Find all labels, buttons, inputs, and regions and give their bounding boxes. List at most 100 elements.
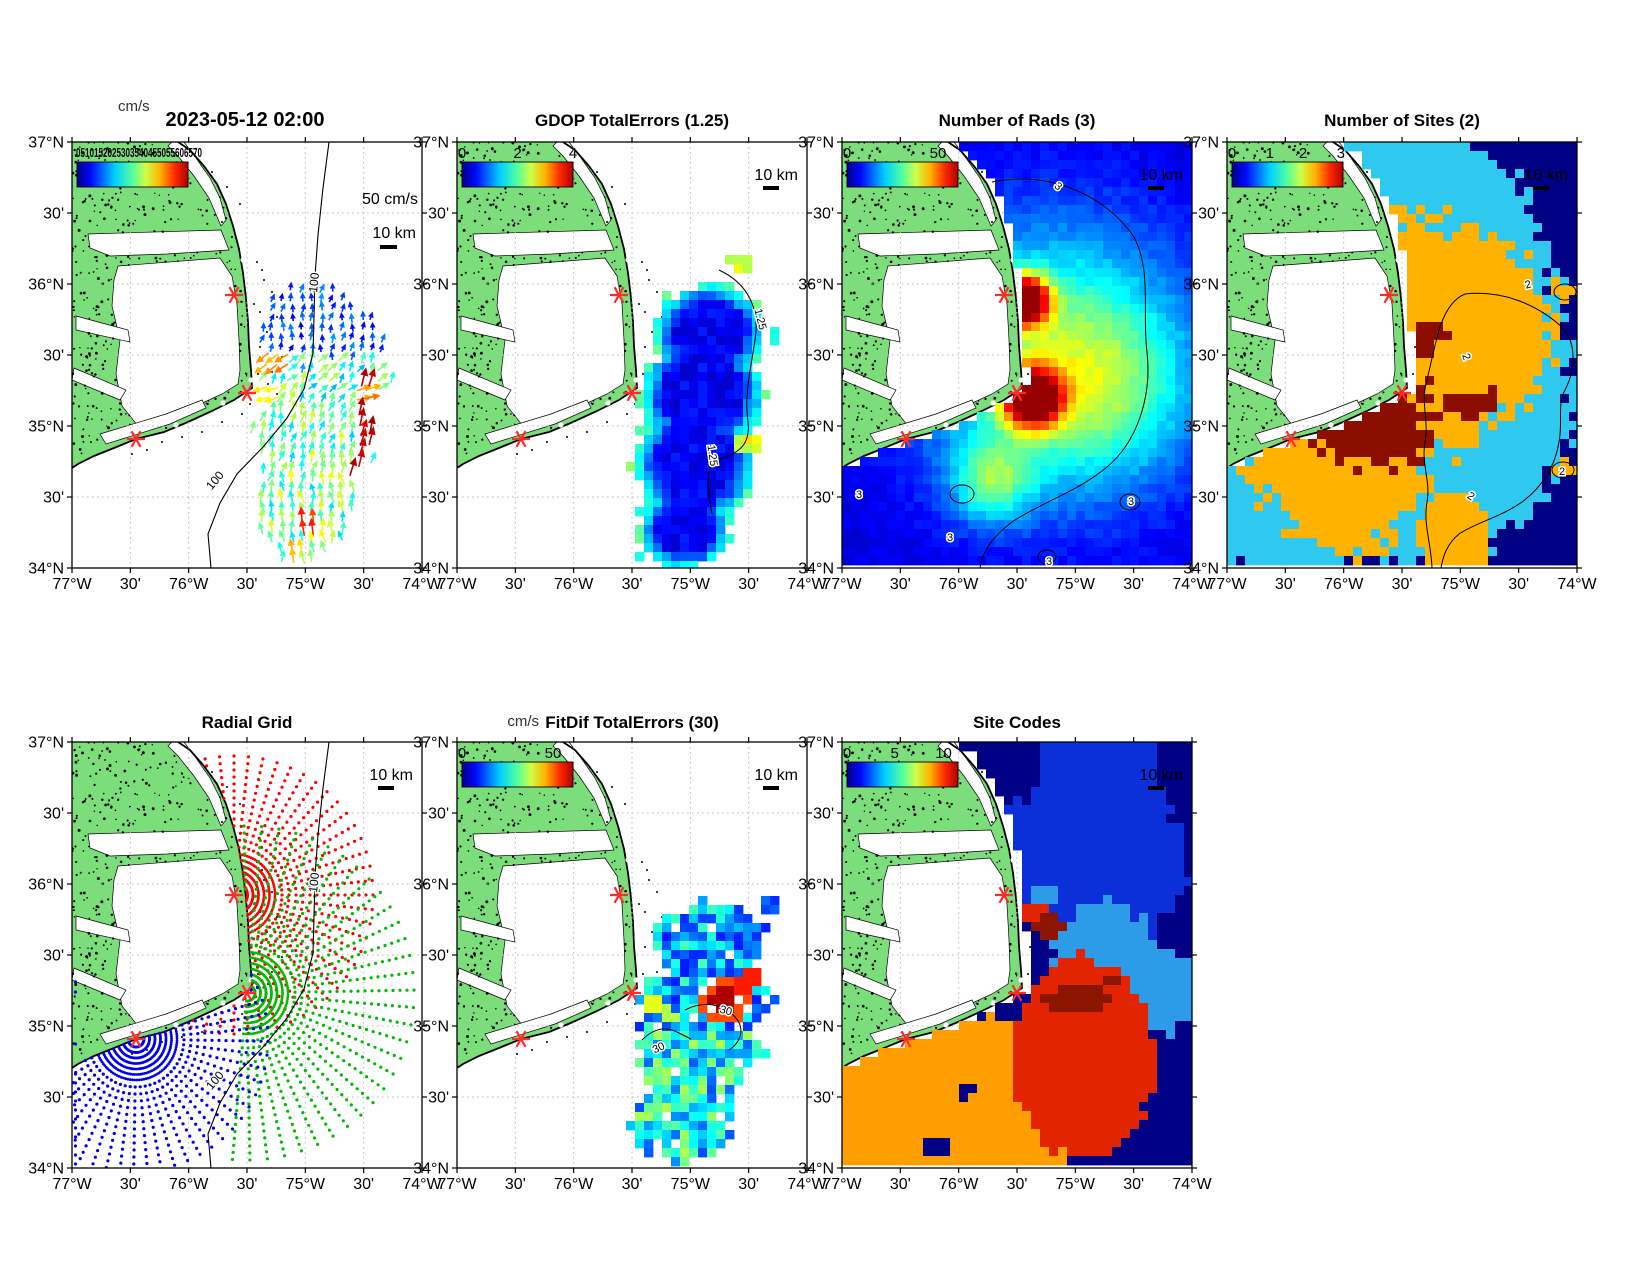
svg-text:1: 1 bbox=[1266, 145, 1274, 162]
svg-text:30': 30' bbox=[43, 206, 64, 223]
svg-text:34°N: 34°N bbox=[798, 561, 834, 578]
svg-text:30': 30' bbox=[622, 576, 643, 593]
svg-text:37°N: 37°N bbox=[413, 135, 449, 152]
svg-text:30': 30' bbox=[1007, 576, 1028, 593]
svg-text:30': 30' bbox=[1198, 206, 1219, 223]
colorbar: 0 50 bbox=[458, 745, 574, 788]
site-markers bbox=[512, 286, 641, 448]
svg-text:3: 3 bbox=[947, 532, 953, 544]
svg-text:30': 30' bbox=[237, 576, 258, 593]
land-layer bbox=[457, 142, 668, 469]
svg-text:36°N: 36°N bbox=[28, 277, 64, 294]
scale-label: 10 km bbox=[369, 767, 413, 784]
svg-text:30': 30' bbox=[1198, 490, 1219, 507]
svg-text:35°N: 35°N bbox=[798, 419, 834, 436]
colorbar: 0 50 bbox=[843, 145, 959, 188]
svg-text:34°N: 34°N bbox=[413, 561, 449, 578]
svg-text:77°W: 77°W bbox=[52, 576, 92, 593]
svg-text:3: 3 bbox=[1337, 145, 1345, 162]
svg-text:0: 0 bbox=[1228, 145, 1236, 162]
colorbar-tick-labels-overlapping: 0510152025303540455055606570 bbox=[76, 145, 202, 160]
svg-text:30': 30' bbox=[1508, 576, 1529, 593]
scale-bar bbox=[1148, 186, 1164, 190]
land-layer bbox=[457, 742, 668, 1069]
svg-text:34°N: 34°N bbox=[28, 561, 64, 578]
svg-text:76°W: 76°W bbox=[939, 576, 979, 593]
data-layer: 1.251.25 bbox=[626, 255, 780, 568]
colorbar-units-label: cm/s bbox=[507, 713, 539, 730]
land-layer bbox=[72, 142, 283, 469]
svg-text:35°N: 35°N bbox=[28, 419, 64, 436]
axes: 77°W37°N30'30'76°W36°N30'30'75°W35°N30'3… bbox=[798, 735, 1212, 1194]
scale-label: 10 km bbox=[372, 225, 416, 242]
scale-bar bbox=[378, 786, 394, 790]
axes: 77°W37°N30'30'76°W36°N30'30'75°W35°N30'3… bbox=[28, 735, 442, 1194]
scale-label: 10 km bbox=[1139, 767, 1183, 784]
axes: 77°W37°N30'30'76°W36°N30'30'75°W35°N30'3… bbox=[413, 135, 827, 594]
svg-text:1.25: 1.25 bbox=[705, 444, 720, 467]
colorbar-units-label: cm/s bbox=[118, 98, 150, 115]
panel-site-codes: 0 5 1077°W37°N30'30'76°W36°N30'30'75°W35°N… bbox=[798, 713, 1212, 1194]
svg-text:35°N: 35°N bbox=[1183, 419, 1219, 436]
svg-text:74°W: 74°W bbox=[787, 576, 827, 593]
svg-text:30': 30' bbox=[813, 490, 834, 507]
svg-text:30': 30' bbox=[890, 576, 911, 593]
svg-text:37°N: 37°N bbox=[28, 135, 64, 152]
scale-bar bbox=[380, 245, 397, 249]
svg-text:100: 100 bbox=[203, 468, 227, 493]
panel-title: 2023-05-12 02:00 bbox=[165, 109, 324, 131]
svg-text:0: 0 bbox=[843, 145, 851, 162]
panel-title: FitDif TotalErrors (30) bbox=[545, 713, 718, 732]
vector-scale-label: 50 cm/s bbox=[362, 191, 418, 208]
svg-text:50: 50 bbox=[930, 145, 947, 162]
colorbar: 0 1 2 3 bbox=[1228, 145, 1345, 188]
svg-text:76°W: 76°W bbox=[1324, 576, 1364, 593]
scale-label: 10 km bbox=[754, 767, 798, 784]
svg-text:30': 30' bbox=[813, 206, 834, 223]
svg-text:34°N: 34°N bbox=[1183, 561, 1219, 578]
svg-text:77°W: 77°W bbox=[1207, 576, 1247, 593]
axes: 77°W37°N30'30'76°W36°N30'30'75°W35°N30'3… bbox=[28, 135, 442, 594]
axes: 77°W37°N30'30'76°W36°N30'30'75°W35°N30'3… bbox=[1183, 135, 1597, 594]
svg-text:74°W: 74°W bbox=[1557, 576, 1597, 593]
panel-surface-currents: 100 100 77°W 37°N 30' 30' 76°W 36°N 30' 30' 75°W 35… bbox=[28, 98, 442, 594]
svg-text:37°N: 37°N bbox=[1183, 135, 1219, 152]
svg-text:76°W: 76°W bbox=[169, 576, 209, 593]
svg-text:30': 30' bbox=[1392, 576, 1413, 593]
svg-text:3: 3 bbox=[856, 489, 862, 501]
data-layer bbox=[72, 754, 416, 1168]
map-layers: 0 5 1077°W37°N30'30'76°W36°N30'30'75°W35°N… bbox=[798, 735, 1212, 1194]
panel-title: Radial Grid bbox=[202, 713, 293, 732]
svg-text:75°W: 75°W bbox=[1056, 576, 1096, 593]
svg-text:74°W: 74°W bbox=[1172, 576, 1212, 593]
panel-title: GDOP TotalErrors (1.25) bbox=[535, 111, 729, 130]
svg-text:30': 30' bbox=[428, 348, 449, 365]
panel-radial-grid: 10010077°W37°N30'30'76°W36°N30'30'75°W35… bbox=[28, 713, 442, 1194]
data-layer bbox=[249, 281, 396, 564]
svg-text:30': 30' bbox=[1198, 348, 1219, 365]
map-layers: 10010077°W37°N30'30'76°W36°N30'30'75°W35… bbox=[28, 735, 442, 1194]
svg-text:74°W: 74°W bbox=[402, 576, 442, 593]
svg-text:37°N: 37°N bbox=[798, 135, 834, 152]
colorbar: 0 5 10 bbox=[843, 745, 959, 788]
axes: 77°W37°N30'30'76°W36°N30'30'75°W35°N30'3… bbox=[798, 135, 1212, 594]
svg-text:3: 3 bbox=[1128, 496, 1134, 508]
svg-text:35°N: 35°N bbox=[413, 419, 449, 436]
svg-text:100: 100 bbox=[306, 272, 322, 294]
gridlines bbox=[72, 142, 422, 568]
scale-bar bbox=[763, 186, 779, 190]
svg-text:2: 2 bbox=[1299, 145, 1307, 162]
svg-text:30': 30' bbox=[738, 576, 759, 593]
